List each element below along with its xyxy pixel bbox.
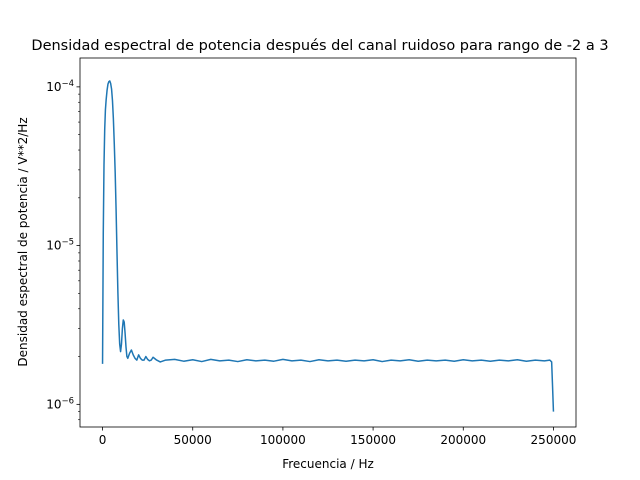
x-tick-label: 250000 xyxy=(531,433,577,447)
y-tick-label: 10−4 xyxy=(46,79,74,94)
chart-title: Densidad espectral de potencia después d… xyxy=(31,38,608,54)
psd-series-line xyxy=(101,80,555,412)
y-tick-label: 10−5 xyxy=(46,238,74,253)
x-tick-label: 50000 xyxy=(174,433,212,447)
y-tick-exponent: −5 xyxy=(61,238,74,248)
y-axis-label: Densidad espectral de potencia / V**2/Hz xyxy=(16,117,30,366)
y-tick-label: 10−6 xyxy=(46,396,74,411)
y-axis-ticks: 10−610−510−4 xyxy=(46,79,80,421)
y-tick-base: 10 xyxy=(46,80,61,94)
x-tick-label: 0 xyxy=(99,433,107,447)
x-axis-label: Frecuencia / Hz xyxy=(282,457,374,471)
x-tick-label: 100000 xyxy=(260,433,306,447)
y-tick-base: 10 xyxy=(46,239,61,253)
y-tick-exponent: −4 xyxy=(61,79,74,89)
series-layer xyxy=(101,80,555,412)
y-tick-base: 10 xyxy=(46,397,61,411)
plot-frame xyxy=(79,57,577,428)
x-tick-label: 200000 xyxy=(440,433,486,447)
y-tick-exponent: −6 xyxy=(61,396,74,406)
x-tick-label: 150000 xyxy=(350,433,396,447)
x-axis-ticks: 0 50000 100000 150000 200000 250000 xyxy=(99,427,577,447)
plot-area xyxy=(80,58,576,427)
